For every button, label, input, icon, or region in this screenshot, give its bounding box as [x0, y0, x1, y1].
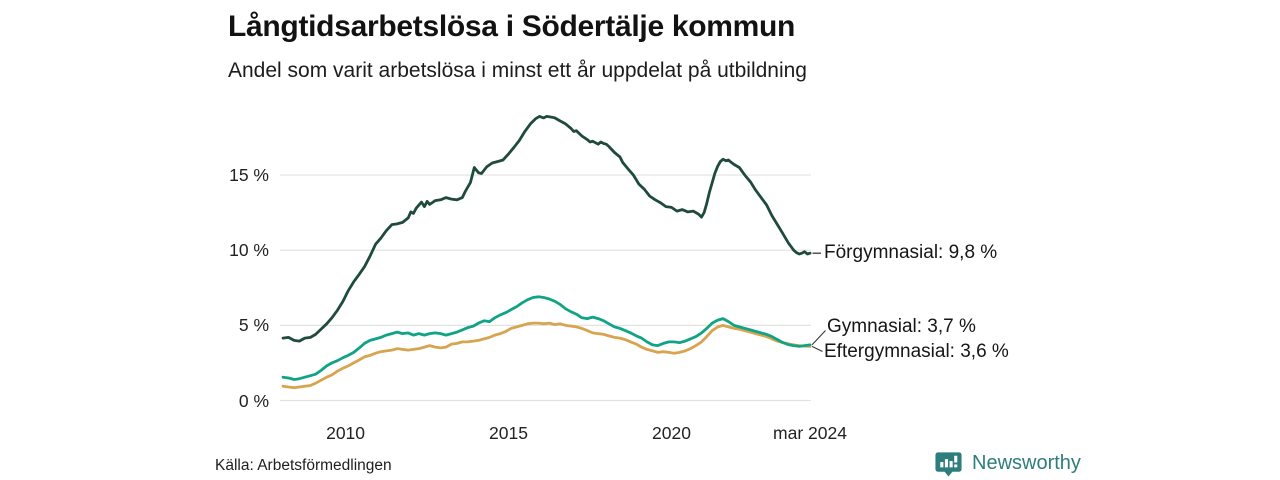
- y-tick-label: 0 %: [238, 390, 269, 411]
- label-connector: [811, 345, 823, 352]
- x-tick-label: 2020: [652, 423, 691, 443]
- series-label-eftergymnasial: Eftergymnasial: 3,6 %: [824, 341, 1009, 362]
- brand-logo: Newsworthy: [934, 449, 1081, 478]
- y-tick-label: 15 %: [229, 165, 269, 186]
- y-tick-label: 5 %: [238, 315, 269, 336]
- series-line-eftergymnasial: [281, 321, 812, 390]
- source-note: Källa: Arbetsförmedlingen: [215, 457, 392, 474]
- label-connector: [811, 330, 826, 346]
- series-line-gymnasial: [281, 295, 812, 381]
- series-label-gymnasial: Gymnasial: 3,7 %: [827, 316, 976, 337]
- page-subtitle: Andel som varit arbetslösa i minst ett å…: [228, 59, 807, 82]
- y-tick-label: 10 %: [229, 240, 269, 261]
- page-title: Långtidsarbetslösa i Södertälje kommun: [228, 10, 796, 43]
- newsworthy-icon: [934, 449, 963, 478]
- series-line-förgymnasial: [281, 115, 812, 343]
- x-tick-label: mar 2024: [773, 423, 847, 443]
- series-label-forgymnasial: Förgymnasial: 9,8 %: [824, 242, 998, 263]
- x-tick-label: 2010: [326, 423, 366, 443]
- brand-name: Newsworthy: [972, 452, 1081, 474]
- x-tick-label: 2015: [489, 423, 528, 443]
